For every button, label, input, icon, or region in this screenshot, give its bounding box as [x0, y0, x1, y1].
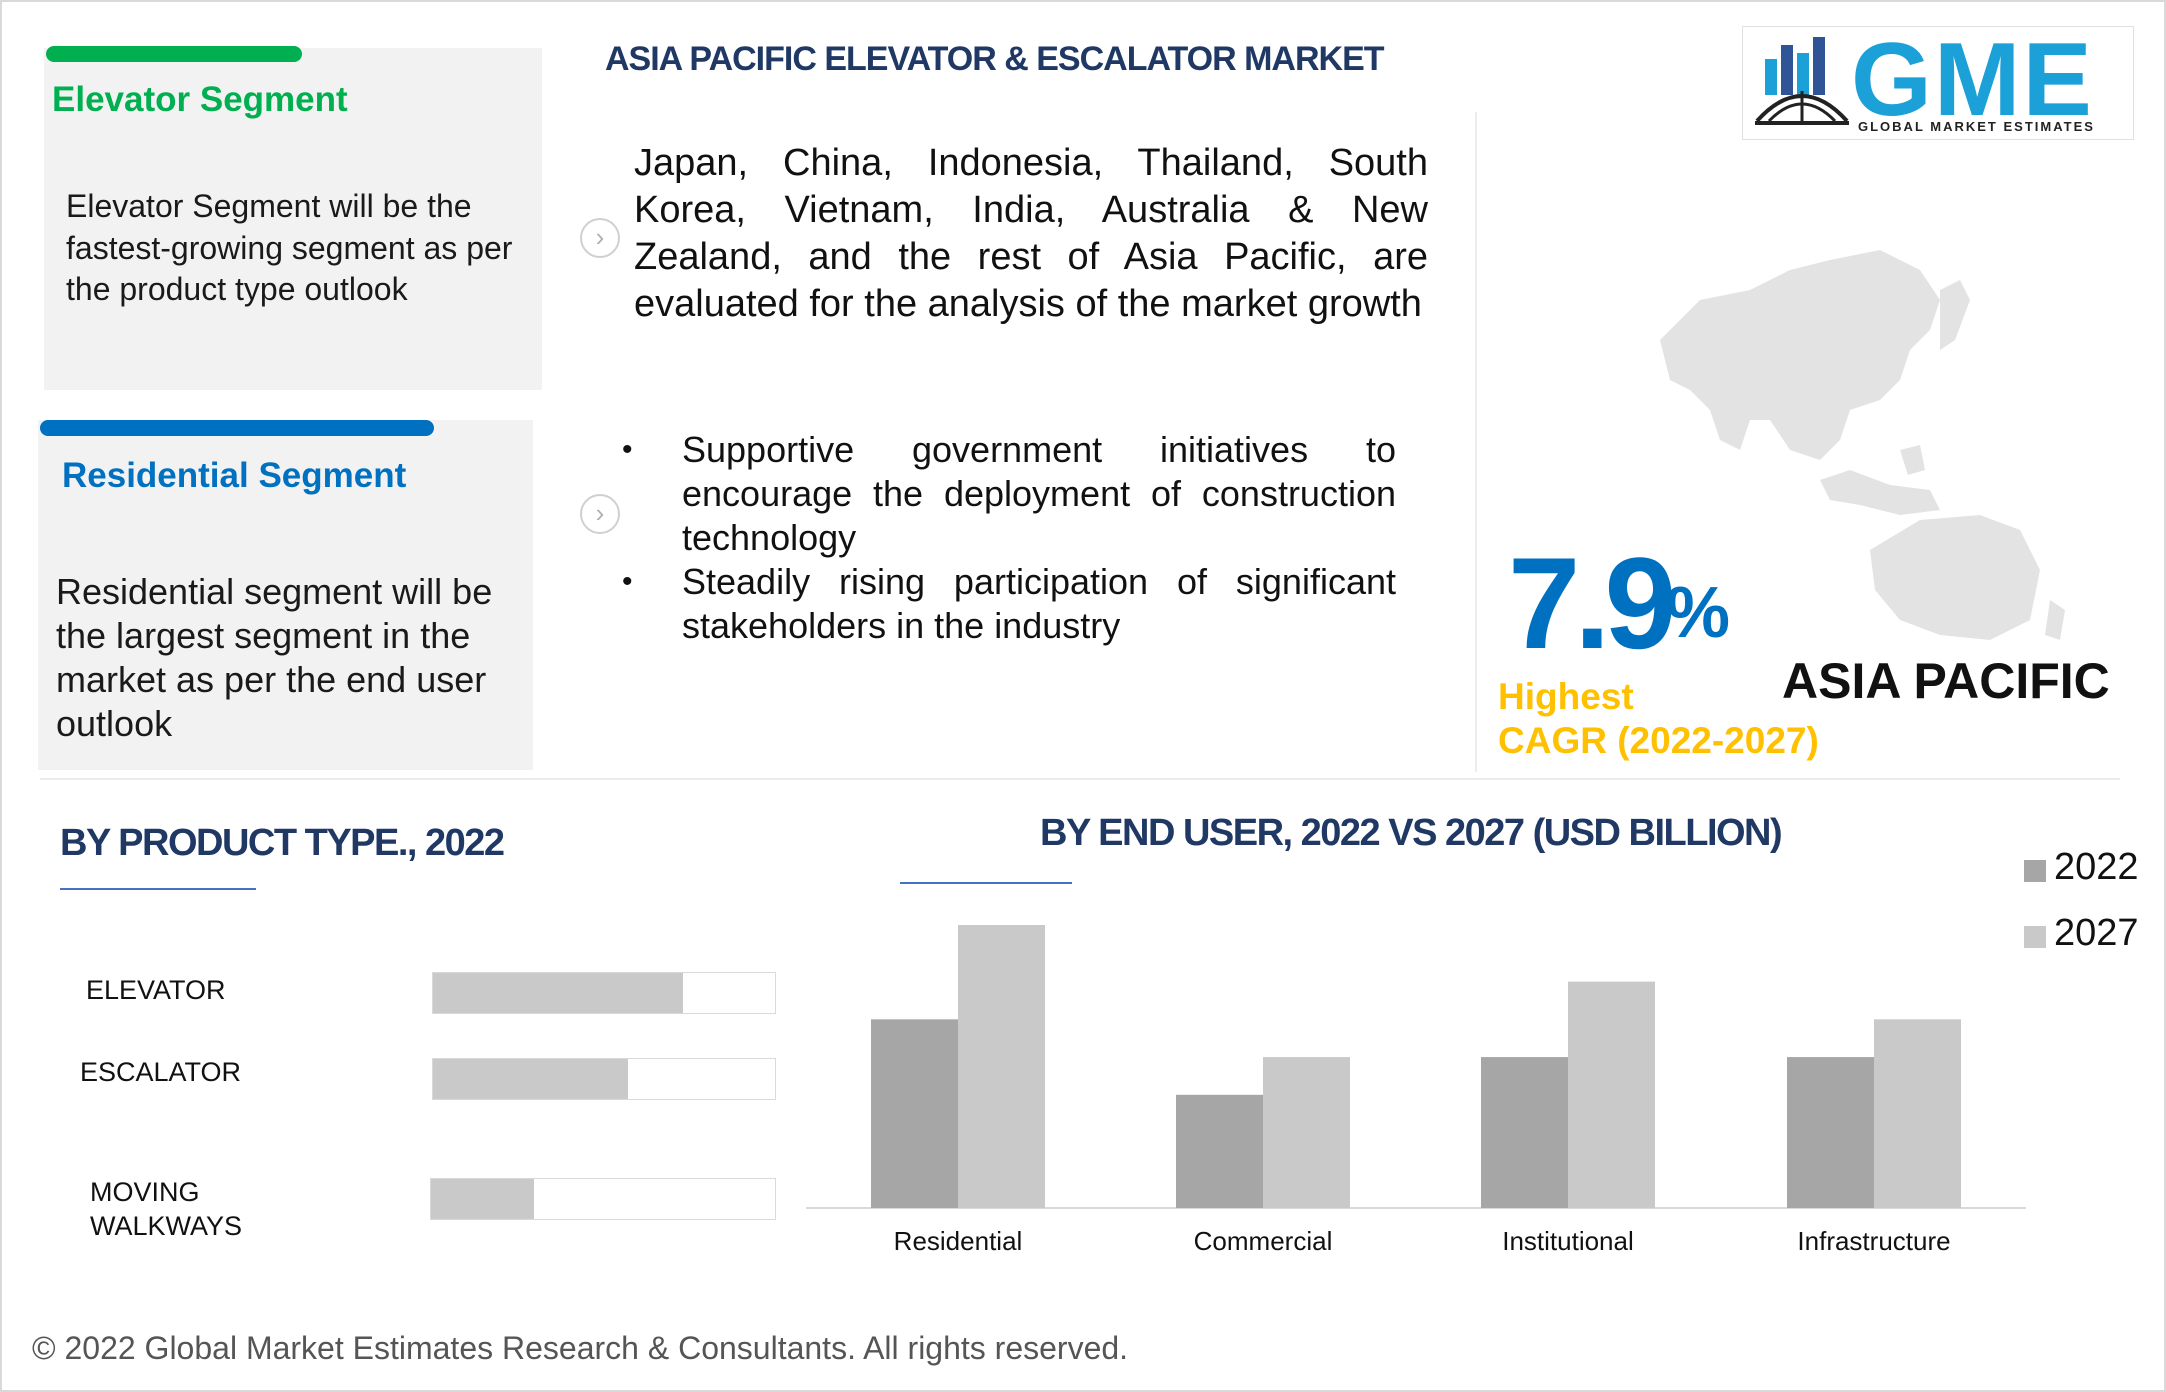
legend-swatch-2027 [2024, 926, 2046, 948]
enduser-section-title: BY END USER, 2022 VS 2027 (USD BILLION) [1040, 812, 1783, 854]
elevator-segment-text: Elevator Segment will be the fastest-gro… [66, 188, 513, 308]
chevron-right-icon: › [580, 218, 620, 258]
cagr-label-highest: Highest [1498, 676, 1634, 717]
logo-wordmark: GME [1851, 22, 2094, 138]
product-section-title: BY PRODUCT TYPE., 2022 [60, 822, 505, 864]
product-bar [431, 1179, 535, 1219]
product-bar-track [432, 972, 776, 1014]
product-category-label: ELEVATOR [86, 975, 226, 1005]
bullet-icon: • [622, 565, 633, 598]
bullet-icon: • [622, 433, 633, 466]
chevron-right-icon: › [580, 494, 620, 534]
bullet-text: Steadily rising participation of signifi… [682, 561, 1396, 646]
product-bar-track [432, 1058, 776, 1100]
vertical-divider [1475, 112, 1477, 772]
legend-swatch-2022 [2024, 860, 2046, 882]
product-bar [433, 1059, 628, 1099]
copyright-footer: © 2022 Global Market Estimates Research … [32, 1330, 1129, 1366]
list-item: • Steadily rising participation of signif… [616, 560, 1396, 648]
legend-label-2027: 2027 [2054, 912, 2139, 954]
globe-buildings-icon [1755, 37, 1849, 125]
cagr-value: 7.9 [1508, 530, 1677, 676]
bullet-text: Supportive government initiatives to enc… [682, 429, 1396, 558]
enduser-title-underline [900, 882, 1072, 884]
legend-label-2022: 2022 [2054, 846, 2139, 888]
elevator-card-accent-bar [46, 46, 302, 62]
product-category-label: MOVING WALKWAYS [90, 1177, 243, 1241]
horizontal-divider [40, 778, 2120, 780]
asia-pacific-map [1660, 250, 2065, 640]
cagr-label-period: CAGR (2022-2027) [1498, 720, 1819, 761]
elevator-segment-title: Elevator Segment [52, 80, 348, 119]
list-item: • Supportive government initiatives to en… [616, 428, 1396, 560]
product-category-label: ESCALATOR [80, 1057, 242, 1087]
gme-logo: GME GLOBAL MARKET ESTIMATES [1742, 22, 2134, 140]
product-bar [433, 973, 683, 1013]
elevator-segment-card [44, 48, 542, 390]
product-bar-track [430, 1178, 776, 1220]
page-title: ASIA PACIFIC ELEVATOR & ESCALATOR MARKET [605, 40, 1385, 78]
cagr-unit: % [1666, 573, 1731, 653]
drivers-list: • Supportive government initiatives to en… [616, 428, 1396, 648]
residential-card-accent-bar [40, 420, 434, 436]
residential-segment-title: Residential Segment [62, 456, 407, 495]
region-label: ASIA PACIFIC [1782, 653, 2110, 709]
residential-segment-text: Residential segment will be the largest … [56, 571, 493, 744]
regions-paragraph: Japan, China, Indonesia, Thailand, South… [634, 142, 1428, 325]
product-title-underline [60, 888, 256, 890]
logo-subtitle: GLOBAL MARKET ESTIMATES [1858, 119, 2095, 134]
residential-segment-card [38, 420, 533, 770]
